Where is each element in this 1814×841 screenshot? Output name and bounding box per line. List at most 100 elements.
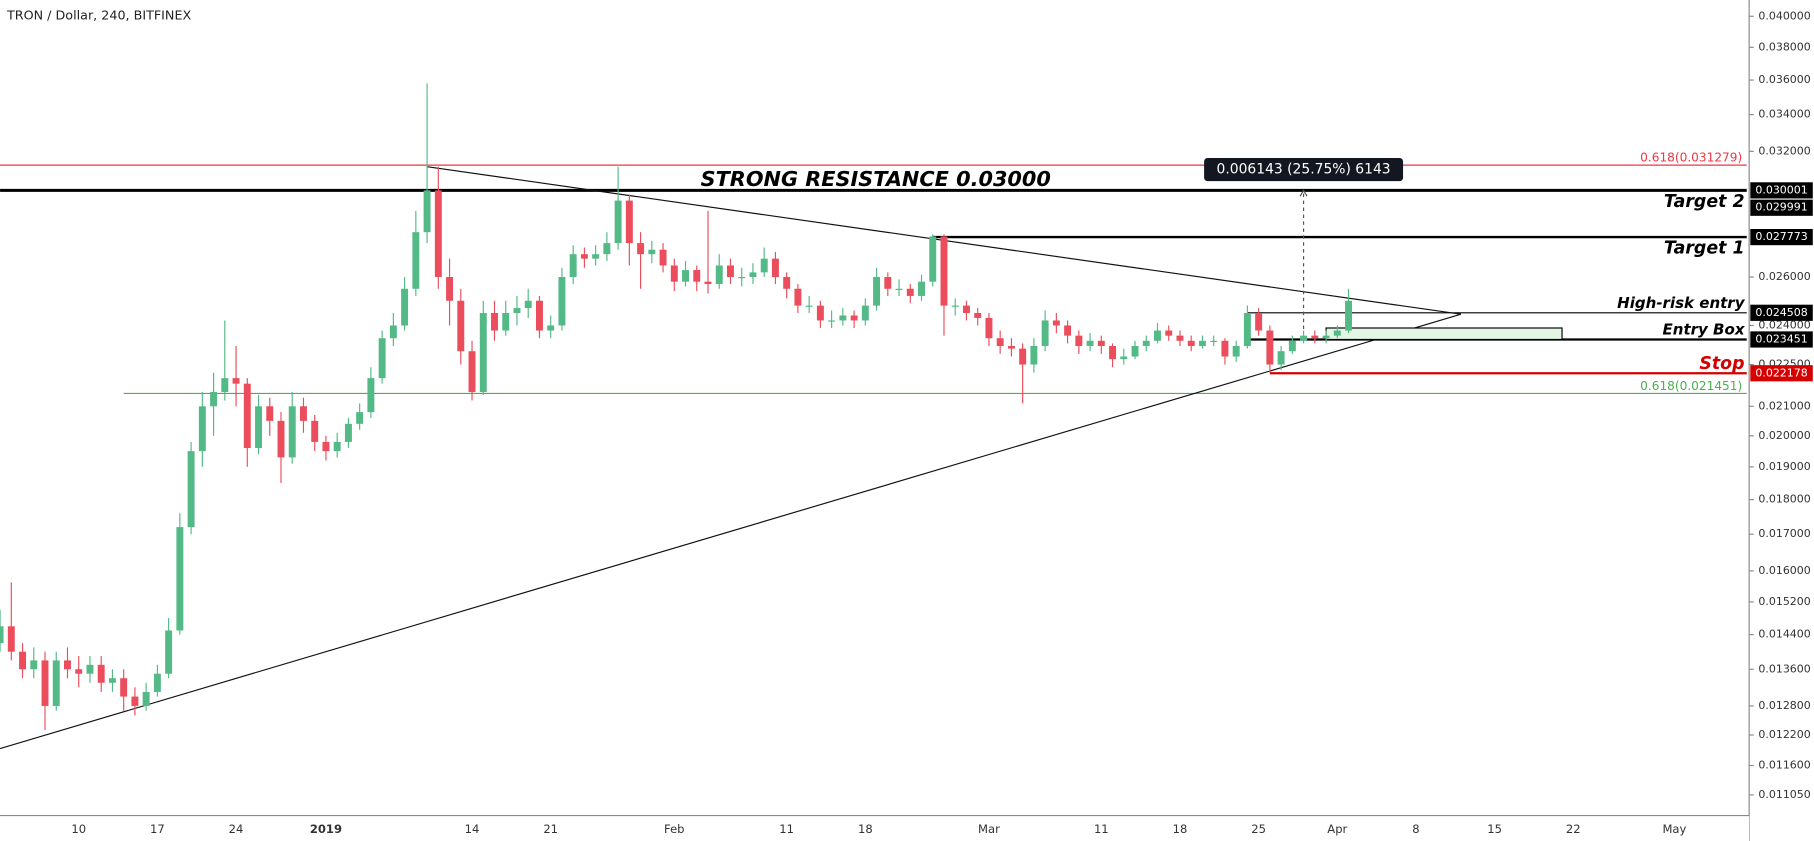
candle-body (131, 696, 139, 706)
candle-body (985, 317, 993, 339)
candle-body (491, 312, 498, 331)
candle-body (277, 420, 285, 458)
candle-body (401, 288, 409, 326)
candle-body (771, 258, 779, 278)
price-tag-label: 0.022178 (1755, 366, 1807, 379)
candle-body (221, 378, 229, 393)
chart-title: TRON / Dollar, 240, BITFINEX (6, 8, 191, 23)
y-tick-label: 0.020000 (1758, 429, 1810, 442)
price-tag (1750, 331, 1813, 348)
x-tick-label: 10 (71, 822, 86, 836)
candle-body (41, 660, 49, 706)
candle-body (0, 626, 4, 644)
candle-body (1176, 335, 1184, 341)
candle-body (1064, 325, 1072, 336)
candle-body (86, 664, 94, 674)
candle-body (255, 406, 262, 449)
y-tick-label: 0.019000 (1758, 460, 1810, 473)
candle-body (603, 243, 611, 255)
candle-body (704, 281, 712, 285)
x-tick-label: 18 (1173, 822, 1188, 836)
candle-body (727, 265, 734, 278)
candle-body (30, 660, 38, 670)
candle-body (1030, 345, 1038, 365)
candle-body (153, 673, 161, 692)
time-axis-bg (0, 815, 1750, 841)
candle-body (513, 308, 521, 313)
candle-body (1120, 356, 1128, 360)
candle-body (356, 412, 364, 424)
candle-body (412, 232, 420, 289)
candle-body (1052, 320, 1060, 326)
candle-body (333, 441, 341, 452)
candle-body (1243, 312, 1251, 346)
candle-body (142, 691, 150, 706)
candle-body (1131, 345, 1139, 357)
candle-body (97, 664, 105, 683)
candle-body (1109, 345, 1117, 360)
candle-body (299, 406, 307, 421)
note: STRONG RESISTANCE 0.03000 (701, 167, 1051, 191)
trendline (0, 313, 1462, 750)
candle-body (592, 254, 600, 259)
level-label: 0.618(0.021451) (1640, 379, 1742, 393)
price-tag (1750, 228, 1813, 246)
candle-body (1288, 340, 1296, 352)
candle-body (625, 200, 633, 244)
y-tick-label: 0.014400 (1758, 628, 1810, 641)
candle-body (1333, 330, 1341, 336)
y-tick-label: 0.015200 (1758, 595, 1810, 608)
note: Target 2 (1664, 192, 1745, 212)
candle-body (906, 288, 914, 296)
y-tick-label: 0.011600 (1758, 759, 1810, 772)
candle-body (1007, 345, 1015, 349)
y-tick-label: 0.021000 (1758, 399, 1810, 412)
candle-body (962, 305, 970, 313)
candle-body (311, 420, 319, 442)
candle-body (693, 270, 701, 282)
candle-body (873, 277, 881, 306)
candle-body (1266, 330, 1274, 365)
measure-arrow (1299, 189, 1308, 197)
candle-body (1154, 330, 1161, 341)
candle-body (479, 312, 487, 393)
candle-body (648, 249, 656, 255)
candle-body (974, 312, 982, 318)
measure-label: 0.006143 (25.75%) 6143 (1217, 162, 1391, 178)
candle-body (760, 258, 768, 273)
candle-body (288, 406, 296, 458)
measure-box (1204, 158, 1404, 182)
y-tick-label: 0.026000 (1758, 270, 1810, 283)
candle-body (1311, 335, 1319, 339)
candle-body (670, 265, 678, 282)
x-tick-label: 22 (1566, 822, 1581, 836)
y-tick-label: 0.016000 (1758, 564, 1810, 577)
candle-body (1221, 340, 1229, 357)
candle-body (344, 423, 352, 442)
candle-body (816, 305, 824, 321)
candle-body (266, 406, 274, 421)
candle-body (502, 312, 510, 331)
candle-body (1165, 330, 1173, 336)
candle-body (1322, 335, 1330, 339)
candle-body (1300, 335, 1308, 341)
level-label: 0.618(0.031279) (1640, 151, 1742, 165)
candle-body (1255, 312, 1263, 331)
price-tag (1750, 304, 1813, 321)
candle-body (120, 678, 128, 697)
note: Stop (1699, 354, 1744, 374)
x-tick-label: 24 (229, 822, 244, 836)
price-tag-label: 0.027773 (1755, 230, 1807, 243)
candle-body (918, 281, 925, 296)
x-tick-label: 2019 (310, 822, 342, 836)
candle-body (1232, 345, 1240, 357)
candle-body (423, 190, 431, 233)
x-tick-label: 18 (858, 822, 873, 836)
candle-body (243, 383, 251, 449)
y-tick-label: 0.012800 (1758, 699, 1810, 712)
price-tag-label: 0.023451 (1755, 332, 1807, 345)
candle-body (996, 338, 1004, 346)
price-tag-label: 0.029991 (1755, 201, 1807, 214)
candle-body (19, 651, 27, 670)
candle-body (749, 272, 757, 278)
